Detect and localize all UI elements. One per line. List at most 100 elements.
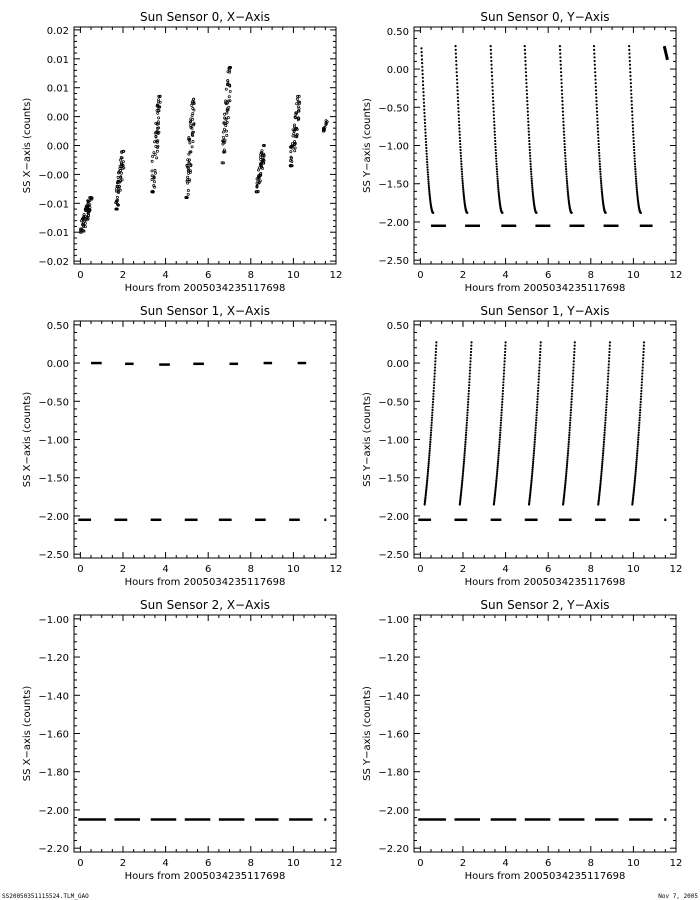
data-point [431,411,434,414]
data-point [116,175,120,179]
data-point [565,472,568,475]
data-point [296,94,300,98]
x-tick-label: 4 [162,564,168,575]
data-point [420,58,424,61]
y-axis-label: SS X−axis (counts) [22,686,33,782]
data-point [501,389,505,392]
data-point [430,419,433,422]
data-point [290,156,294,160]
data-point [603,433,606,437]
x-tick-label: 4 [162,858,168,869]
data-point [454,56,458,59]
data-point [222,127,226,131]
data-point [424,131,427,134]
data-point [571,381,574,384]
data-point [501,398,504,401]
data-point [536,403,539,406]
data-point [434,347,438,350]
data-point [563,486,567,489]
data-point [461,182,464,185]
y-tick-label: −2.00 [38,806,69,817]
data-point [463,456,466,459]
data-point [634,172,637,176]
data-point [115,207,119,211]
data-point [425,146,428,150]
data-point [500,406,504,409]
data-point [490,71,493,74]
x-tick-label: 8 [248,858,254,869]
x-tick-label: 12 [330,858,343,869]
data-point [536,392,539,395]
x-tick-label: 12 [330,564,343,575]
data-point [469,366,472,369]
data-point [564,162,567,166]
data-point [634,470,637,473]
data-point [462,464,465,467]
data-point [427,460,430,463]
plot-frame [73,320,337,559]
data-point [222,122,226,125]
data-point [605,398,608,401]
data-point [530,475,533,479]
data-point [573,347,576,350]
data-point [489,52,493,55]
chart-title: Sun Sensor 1, X−Axis [140,304,270,318]
data-point [635,464,638,467]
data-point [222,135,225,139]
data-point [529,486,532,489]
data-point [494,483,498,486]
data-point [502,381,505,384]
data-point [463,449,466,452]
data-point [601,464,604,467]
data-point [565,175,568,178]
x-tick-label: 4 [162,270,168,281]
data-point [566,191,570,194]
x-tick-label: 8 [588,270,594,281]
data-point [222,161,225,165]
x-tick-label: 10 [627,270,640,281]
x-tick-label: 2 [120,858,126,869]
data-point [493,493,497,496]
data-point [261,155,265,159]
data-point [595,96,598,99]
data-point [228,89,232,93]
data-point [228,99,232,103]
data-point [496,182,499,185]
data-point [86,214,90,218]
data-point [427,462,430,465]
data-point [495,160,498,163]
data-point [291,134,295,138]
data-point [497,449,500,452]
data-point [426,479,429,482]
data-point [638,421,641,424]
data-point [466,211,469,214]
data-point [594,82,597,85]
data-point [460,486,463,489]
data-point [427,464,430,467]
data-point [433,369,436,372]
data-point [120,150,124,154]
data-point [598,165,602,168]
data-point [641,363,644,366]
data-point [532,458,535,461]
data-point [634,472,637,475]
data-point [221,142,225,146]
data-point [641,369,644,372]
data-point [634,165,637,168]
data-point [493,133,496,136]
data-point [602,451,605,455]
x-tick-label: 12 [670,858,683,869]
data-point [604,411,608,414]
data-point [462,193,465,196]
data-point [426,477,429,480]
data-point [495,157,498,160]
data-point [531,462,535,465]
data-point [428,454,431,457]
data-point [630,107,634,110]
data-point [564,165,568,168]
data-point [257,181,261,185]
data-point [596,130,600,133]
data-point [599,179,603,183]
x-axis-label: Hours from 2005034235117698 [465,871,626,882]
data-point [572,366,575,369]
